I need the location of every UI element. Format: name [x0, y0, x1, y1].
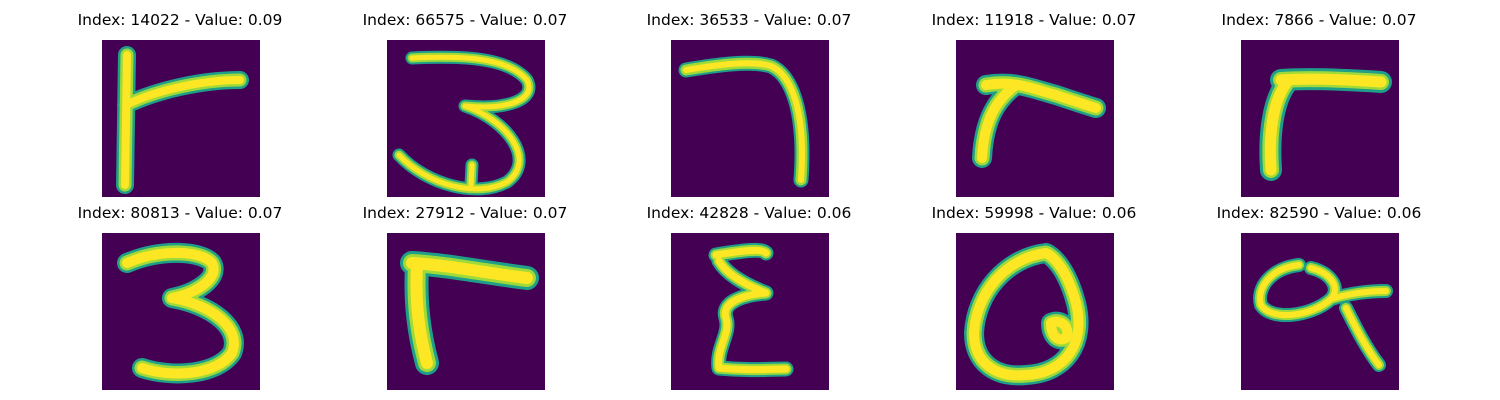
digit-image: [671, 233, 829, 390]
tile-title: Index: 36533 - Value: 0.07: [646, 11, 852, 29]
digit-image: [1241, 233, 1399, 390]
tile-title: Index: 80813 - Value: 0.07: [77, 204, 283, 222]
digit-glyph: [1259, 68, 1392, 181]
digit-glyph: [1253, 258, 1393, 372]
tile-cell-5: Index: 7866 - Value: 0.07: [1199, 6, 1439, 197]
tile-title: Index: 11918 - Value: 0.07: [931, 11, 1137, 29]
digit-image: [671, 40, 829, 197]
digit-image: [387, 40, 545, 197]
digit-glyph: [708, 242, 794, 378]
tile-title: Index: 27912 - Value: 0.07: [362, 204, 568, 222]
tile-title: Index: 7866 - Value: 0.07: [1221, 11, 1417, 29]
digit-glyph: [972, 73, 1106, 168]
tile-cell-9: Index: 59998 - Value: 0.06: [914, 199, 1154, 390]
tile-title: Index: 14022 - Value: 0.09: [77, 11, 283, 29]
tile-title: Index: 66575 - Value: 0.07: [362, 11, 568, 29]
digit-glyph: [116, 46, 249, 194]
digit-image: [1241, 40, 1399, 197]
digit-glyph: [117, 242, 244, 384]
tile-cell-1: Index: 14022 - Value: 0.09: [60, 6, 300, 197]
tile-cell-3: Index: 36533 - Value: 0.07: [629, 6, 869, 197]
digit-glyph: [400, 251, 539, 375]
digit-image: [102, 40, 260, 197]
digit-glyph: [678, 55, 810, 188]
tile-cell-2: Index: 66575 - Value: 0.07: [345, 6, 585, 197]
digit-image: [387, 233, 545, 390]
digit-image: [102, 233, 260, 390]
digit-glyph: [964, 243, 1089, 386]
digit-image: [956, 40, 1114, 197]
tile-title: Index: 59998 - Value: 0.06: [931, 204, 1137, 222]
digit-glyph: [392, 50, 536, 196]
tile-title: Index: 42828 - Value: 0.06: [646, 204, 852, 222]
tile-title: Index: 82590 - Value: 0.06: [1216, 204, 1422, 222]
tile-cell-7: Index: 27912 - Value: 0.07: [345, 199, 585, 390]
digit-image: [956, 233, 1114, 390]
tile-cell-10: Index: 82590 - Value: 0.06: [1199, 199, 1439, 390]
tile-cell-8: Index: 42828 - Value: 0.06: [629, 199, 869, 390]
tile-cell-4: Index: 11918 - Value: 0.07: [914, 6, 1154, 197]
tile-cell-6: Index: 80813 - Value: 0.07: [60, 199, 300, 390]
